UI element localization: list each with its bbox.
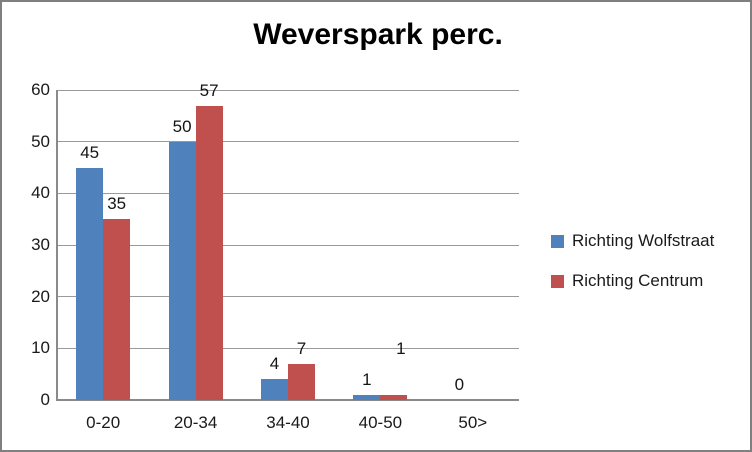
x-axis-line <box>56 399 519 401</box>
y-axis-tick-label: 30 <box>31 235 50 254</box>
bar-richting-centrum <box>103 219 131 400</box>
bar-value-label: 4 <box>269 354 280 374</box>
x-axis-category-label: 20-34 <box>173 413 218 432</box>
y-axis-tick-label: 60 <box>31 80 50 99</box>
bar-value-label: 0 <box>454 375 465 394</box>
x-axis-category-label: 50> <box>458 413 488 432</box>
y-axis-line <box>56 90 58 400</box>
bar-richting-wolfstraat <box>261 379 288 400</box>
bar-richting-wolfstraat <box>76 167 104 400</box>
bar-value-label: 1 <box>362 369 372 389</box>
gridline <box>57 347 519 349</box>
bar-richting-wolfstraat <box>168 141 196 400</box>
bar-richting-centrum <box>288 363 315 400</box>
y-axis-tick-label: 10 <box>31 338 50 358</box>
x-axis-category-label: 40-50 <box>358 413 403 432</box>
bar-richting-centrum <box>195 105 223 400</box>
legend: Richting Wolfstraat Richting Centrum <box>551 230 714 310</box>
gridline <box>57 244 519 246</box>
y-axis-tick-label: 0 <box>40 390 50 409</box>
legend-label-richting-centrum: Richting Centrum <box>572 271 704 290</box>
gridline <box>57 296 519 298</box>
gridline <box>57 192 519 194</box>
bar-value-label: 35 <box>107 194 127 214</box>
y-axis-tick-label: 40 <box>31 183 50 203</box>
y-axis-tick-label: 20 <box>31 286 50 306</box>
gridline <box>57 89 519 91</box>
legend-marker-wolfstraat-icon <box>551 234 564 248</box>
legend-item-richting-centrum: Richting Centrum <box>551 270 714 292</box>
legend-label-richting-wolfstraat: Richting Wolfstraat <box>572 231 715 250</box>
y-axis-tick-label: 50 <box>31 131 50 151</box>
bar-value-label: 45 <box>80 142 100 162</box>
gridline <box>57 141 519 143</box>
bar-value-label: 57 <box>199 80 219 100</box>
bar-richting-centrum <box>380 394 408 400</box>
chart-title: Weverspark perc. <box>253 18 503 51</box>
x-axis-category-label: 0-20 <box>86 413 121 432</box>
bar-value-label: 1 <box>396 338 406 358</box>
legend-item-richting-wolfstraat: Richting Wolfstraat <box>551 230 714 252</box>
legend-marker-centrum-icon <box>551 274 564 288</box>
x-axis-category-label: 34-40 <box>266 413 310 432</box>
bar-value-label: 7 <box>296 338 307 358</box>
bar-value-label: 50 <box>172 116 192 136</box>
bar-richting-wolfstraat <box>353 394 381 400</box>
